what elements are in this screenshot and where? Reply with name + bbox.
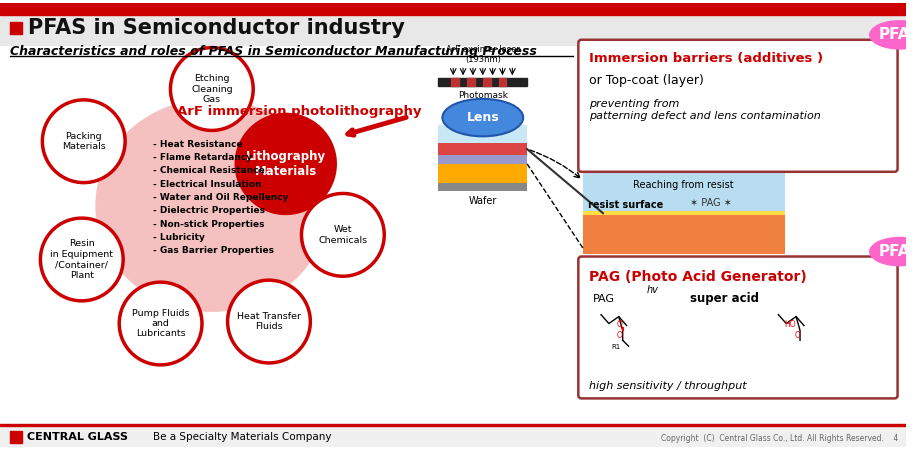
Bar — [0, 424, 905, 426]
Text: O: O — [616, 320, 622, 329]
FancyBboxPatch shape — [578, 256, 897, 398]
Text: - Lubricity: - Lubricity — [153, 233, 204, 242]
Circle shape — [40, 218, 123, 301]
Text: O: O — [616, 331, 622, 340]
Text: - Chemical Resistance: - Chemical Resistance — [153, 166, 264, 176]
Ellipse shape — [868, 20, 919, 50]
Text: Materials: Materials — [255, 165, 316, 178]
Text: CENTRAL GLASS: CENTRAL GLASS — [27, 432, 128, 442]
Bar — [583, 213, 785, 253]
Text: Packing
Materials: Packing Materials — [62, 131, 106, 151]
Bar — [482, 78, 490, 86]
Text: preventing from
patterning defect and lens contamination: preventing from patterning defect and le… — [588, 99, 820, 121]
Text: R1: R1 — [610, 344, 619, 350]
Text: - Electrical Insulation: - Electrical Insulation — [153, 180, 261, 189]
Bar — [583, 211, 785, 215]
Bar — [438, 155, 527, 164]
Text: Copyright  (C)  Central Glass Co., Ltd. All Rights Reserved.    4: Copyright (C) Central Glass Co., Ltd. Al… — [661, 434, 898, 443]
Text: ArF excimer laser
(193nm): ArF excimer laser (193nm) — [446, 45, 519, 64]
Text: SOG: SOG — [445, 155, 465, 164]
Text: ✶ PAG ✶: ✶ PAG ✶ — [689, 198, 732, 208]
Text: - Heat Resistance: - Heat Resistance — [153, 140, 242, 148]
Text: Reaching from resist: Reaching from resist — [633, 180, 733, 189]
Bar — [438, 164, 527, 183]
Text: PAG (Photo Acid Generator): PAG (Photo Acid Generator) — [588, 270, 806, 284]
Text: SOC: SOC — [470, 169, 495, 179]
Text: - Non-stick Properties: - Non-stick Properties — [153, 220, 264, 229]
Bar — [498, 78, 505, 86]
Text: super acid: super acid — [689, 292, 758, 306]
Text: or Top-coat (layer): or Top-coat (layer) — [588, 74, 703, 87]
Text: Photomask: Photomask — [458, 91, 507, 100]
Ellipse shape — [442, 99, 523, 136]
Bar — [0, 425, 905, 447]
Circle shape — [170, 48, 253, 130]
Text: Wafer: Wafer — [468, 197, 496, 207]
Text: HO: HO — [784, 320, 795, 329]
Bar — [583, 173, 785, 213]
Circle shape — [234, 112, 336, 215]
Text: high sensitivity / throughput: high sensitivity / throughput — [588, 381, 746, 391]
Text: Resin
in Equipment
/Container/
Plant: Resin in Equipment /Container/ Plant — [51, 239, 113, 279]
Text: Immersion barriers (additives ): Immersion barriers (additives ) — [588, 52, 823, 65]
Bar — [450, 78, 459, 86]
Text: resist surface: resist surface — [587, 200, 663, 210]
Bar — [10, 22, 22, 34]
Bar — [438, 126, 527, 143]
Text: PFAS: PFAS — [878, 27, 919, 42]
Bar — [10, 431, 22, 443]
Text: - Gas Barrier Properties: - Gas Barrier Properties — [153, 246, 274, 255]
Text: Wet
Chemicals: Wet Chemicals — [318, 225, 367, 244]
Bar — [467, 78, 474, 86]
Text: O: O — [793, 331, 800, 340]
Text: Be a Specialty Materials Company: Be a Specialty Materials Company — [153, 432, 331, 442]
Text: Characteristics and roles of PFAS in Semiconductor Manufacturing Process: Characteristics and roles of PFAS in Sem… — [10, 45, 536, 58]
Bar — [0, 15, 905, 45]
Ellipse shape — [96, 99, 327, 311]
FancyBboxPatch shape — [578, 40, 897, 172]
Ellipse shape — [868, 237, 919, 266]
Text: Etching
Cleaning
Gas: Etching Cleaning Gas — [191, 74, 233, 104]
Text: Resist: Resist — [464, 144, 500, 154]
Bar — [438, 143, 527, 155]
Text: - Flame Retardancy: - Flame Retardancy — [153, 153, 252, 162]
Text: ArF immersion photolithography: ArF immersion photolithography — [177, 105, 421, 118]
Circle shape — [42, 100, 125, 183]
Circle shape — [227, 280, 310, 363]
Bar — [0, 3, 905, 15]
Bar — [438, 78, 527, 86]
Text: PFAS: PFAS — [878, 244, 919, 259]
Bar — [438, 183, 527, 190]
Text: water: water — [468, 130, 497, 140]
Text: Lens: Lens — [466, 111, 499, 124]
Text: Heat Transfer
Fluids: Heat Transfer Fluids — [237, 312, 301, 331]
Text: PFAS in Semiconductor industry: PFAS in Semiconductor industry — [28, 18, 404, 38]
Text: Pump Fluids
and
Lubricants: Pump Fluids and Lubricants — [131, 309, 189, 338]
Circle shape — [119, 282, 202, 365]
Circle shape — [301, 194, 384, 276]
Text: Lithography: Lithography — [245, 149, 325, 162]
Text: hv: hv — [646, 285, 657, 295]
Text: - Dielectric Properties: - Dielectric Properties — [153, 206, 265, 215]
Text: - Water and Oil Repellency: - Water and Oil Repellency — [153, 193, 288, 202]
Text: PAG: PAG — [593, 294, 615, 304]
